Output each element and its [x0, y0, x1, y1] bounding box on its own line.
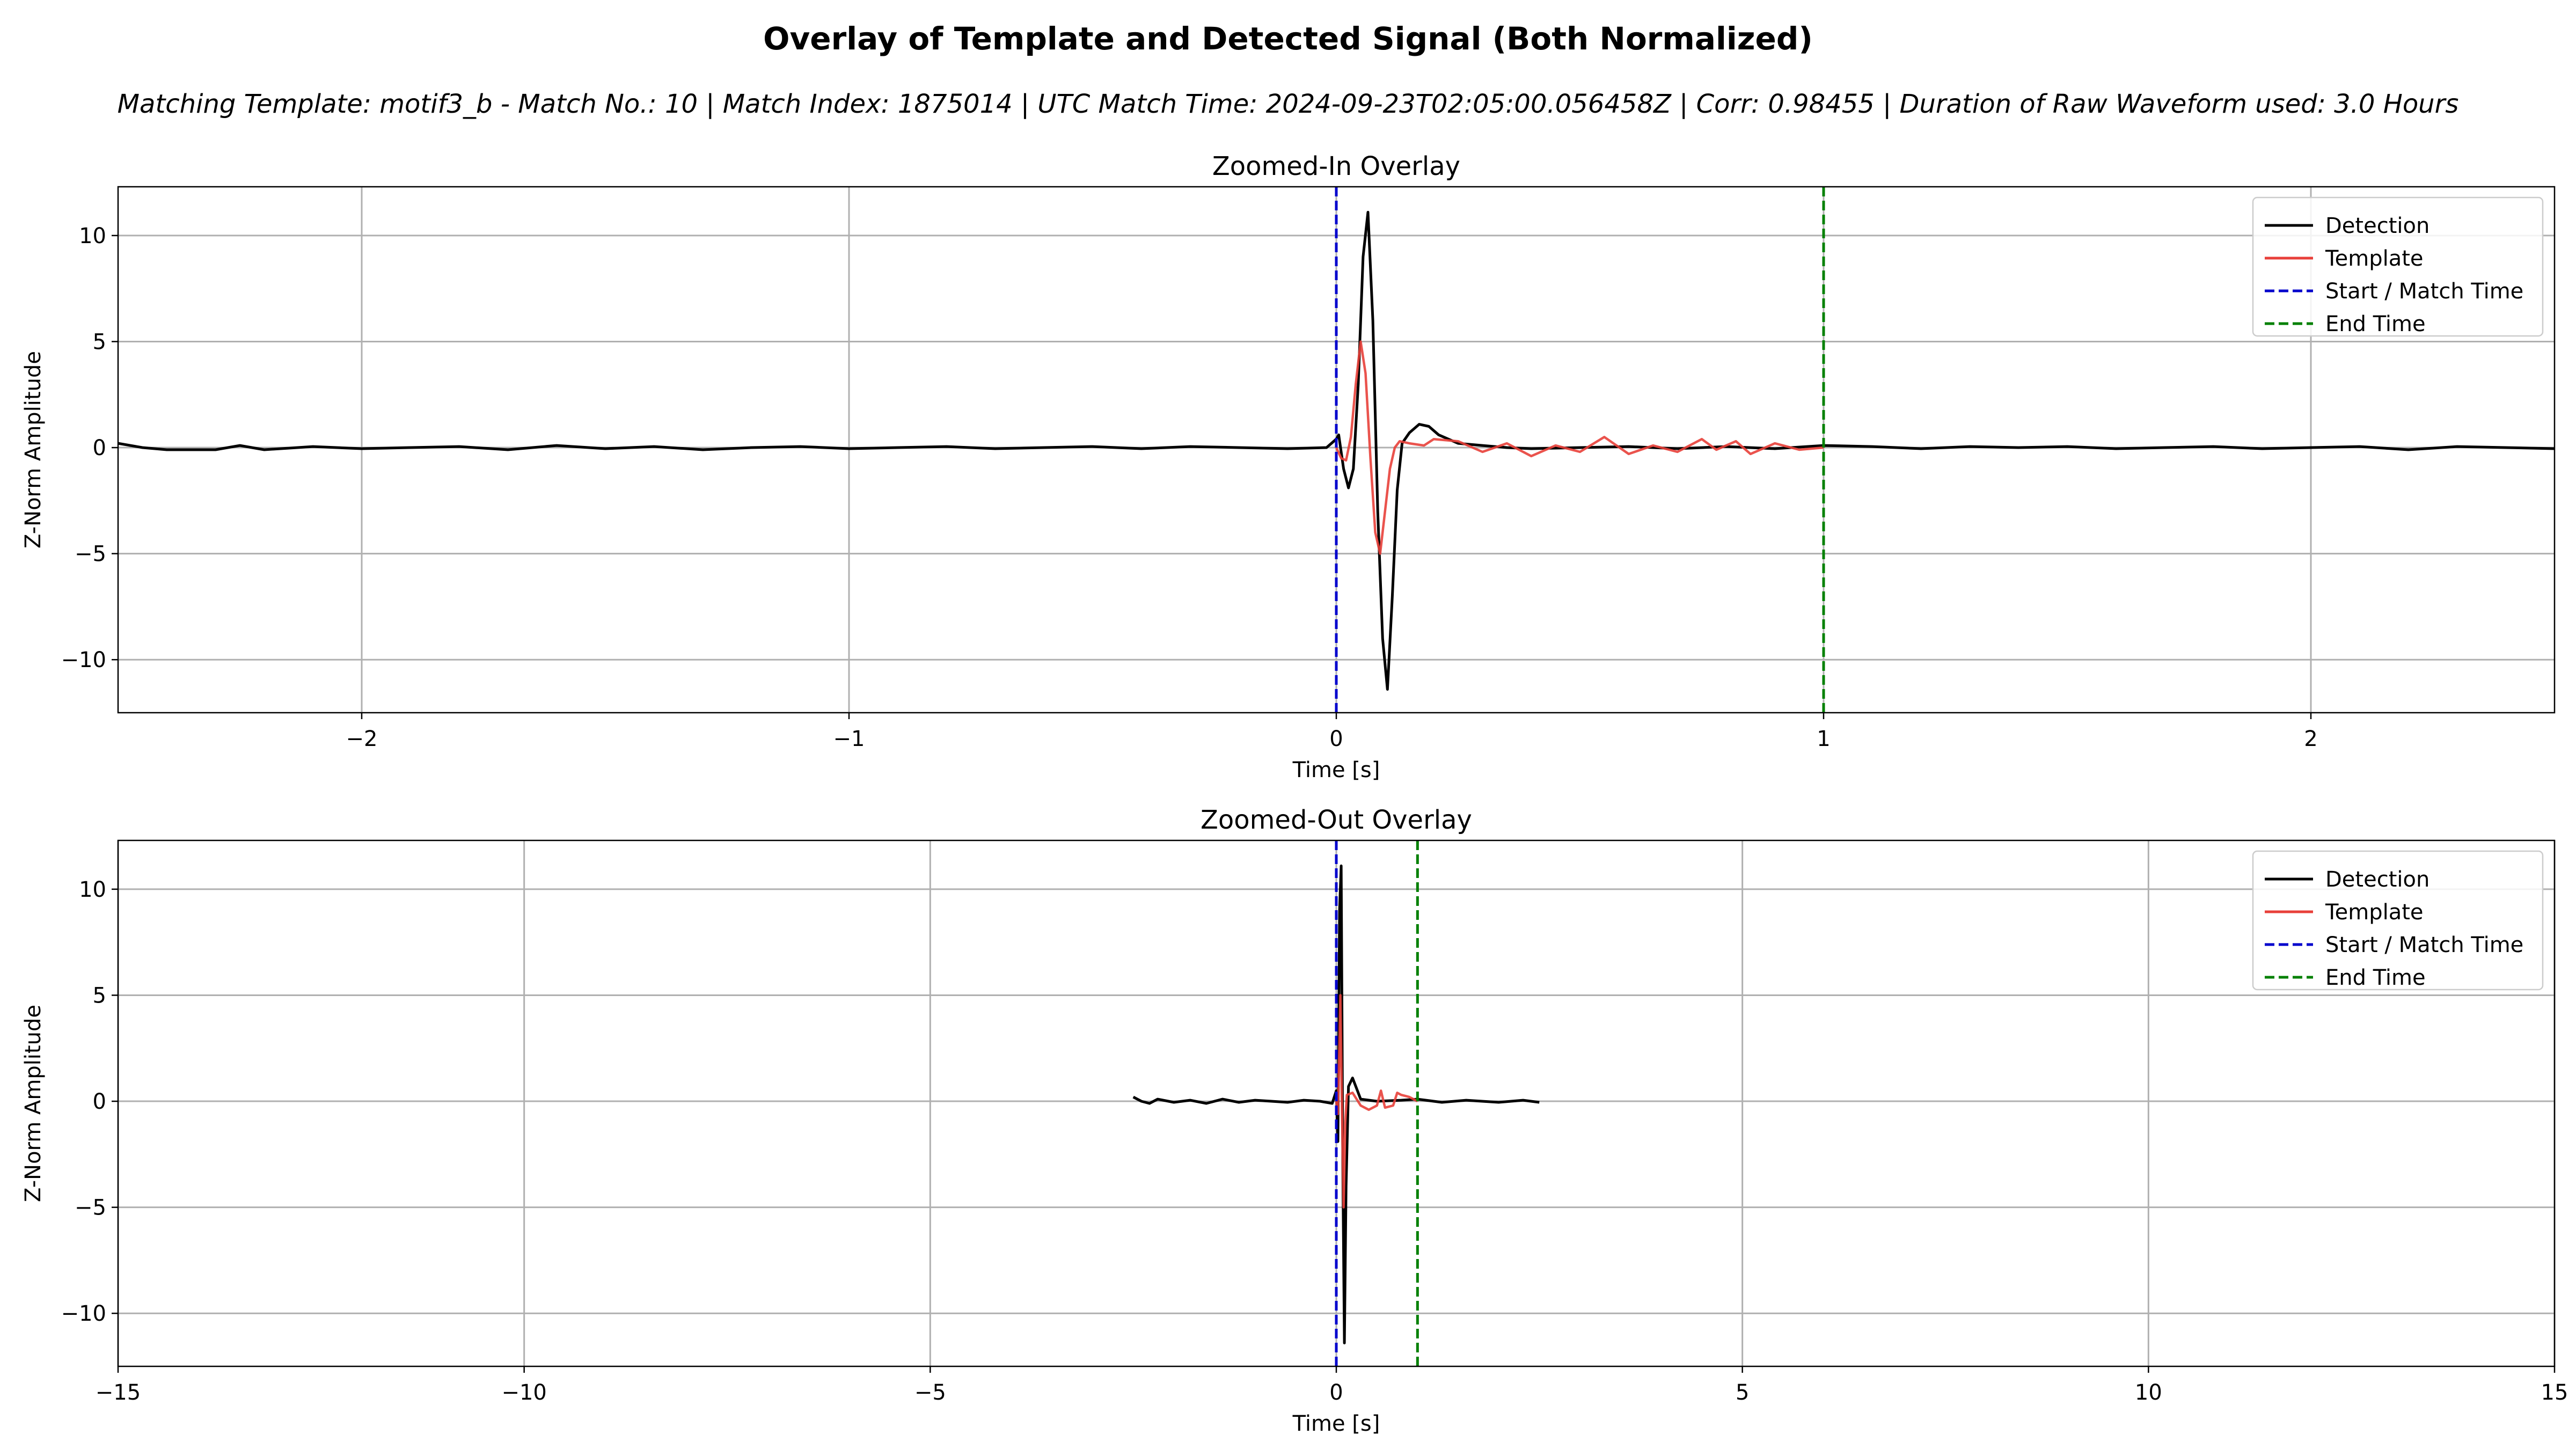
y-tick-label: −10 [61, 648, 106, 672]
legend-entry-label: Template [2325, 246, 2424, 271]
legend-entry-label: End Time [2325, 965, 2426, 990]
x-tick-label: 0 [1329, 1380, 1343, 1405]
zoomed-out-axes: Zoomed-Out Overlay −15 −10 −5 0 5 10 15 −10 −5 0 5 1… [21, 805, 2568, 1436]
legend-entry-label: Start / Match Time [2325, 279, 2523, 304]
y-tick-label: −5 [75, 1196, 106, 1220]
legend-box [2252, 196, 2544, 337]
legend-entry-label: Template [2325, 900, 2424, 925]
y-axis-label: Z-Norm Amplitude [21, 1005, 46, 1202]
y-tick-label: 5 [93, 983, 106, 1008]
legend: Detection Template Start / Match Time End T… [2252, 196, 2544, 337]
legend-box [2252, 850, 2544, 991]
legend: Detection Template Start / Match Time End T… [2252, 850, 2544, 991]
detection-series-line [118, 210, 2555, 691]
figure-title: Overlay of Template and Detected Signal … [763, 20, 1813, 57]
legend-entry-label: Start / Match Time [2325, 933, 2523, 957]
y-tick-label: 10 [79, 877, 106, 902]
axes-title: Zoomed-In Overlay [1212, 151, 1460, 181]
y-tick-label: 0 [93, 436, 106, 460]
x-tick-label: 0 [1329, 727, 1343, 751]
x-tick-label: 1 [1817, 727, 1830, 751]
x-tick-label: −5 [914, 1380, 946, 1405]
x-tick-label: 5 [1736, 1380, 1749, 1405]
y-tick-label: 5 [93, 330, 106, 354]
x-tick-label: −15 [96, 1380, 141, 1405]
x-axis-label: Time [s] [1292, 1411, 1380, 1436]
x-axis-label: Time [s] [1292, 758, 1380, 782]
y-tick-label: −10 [61, 1301, 106, 1326]
figure-subtitle: Matching Template: motif3_b - Match No.:… [118, 89, 2459, 119]
template-series-line [1335, 340, 1824, 555]
legend-entry-label: Detection [2325, 214, 2429, 238]
x-tick-label: 2 [2304, 727, 2317, 751]
plot-area [118, 187, 2555, 713]
y-tick-label: 0 [93, 1089, 106, 1114]
legend-entry-label: End Time [2325, 312, 2426, 336]
y-tick-label: −5 [75, 542, 106, 567]
template-series-line [1335, 994, 1418, 1209]
y-axis-label: Z-Norm Amplitude [21, 351, 46, 548]
axes-frame [117, 839, 2556, 1367]
axes-frame [117, 186, 2556, 714]
x-tick-label: −1 [833, 727, 865, 751]
plot-area [1132, 840, 1540, 1366]
axes-title: Zoomed-Out Overlay [1201, 805, 1472, 835]
x-tick-label: 15 [2541, 1380, 2568, 1405]
x-tick-label: −2 [346, 727, 378, 751]
x-tick-label: −10 [501, 1380, 546, 1405]
x-tick-label: 10 [2135, 1380, 2162, 1405]
y-tick-label: 10 [79, 224, 106, 248]
legend-entry-label: Detection [2325, 867, 2429, 892]
